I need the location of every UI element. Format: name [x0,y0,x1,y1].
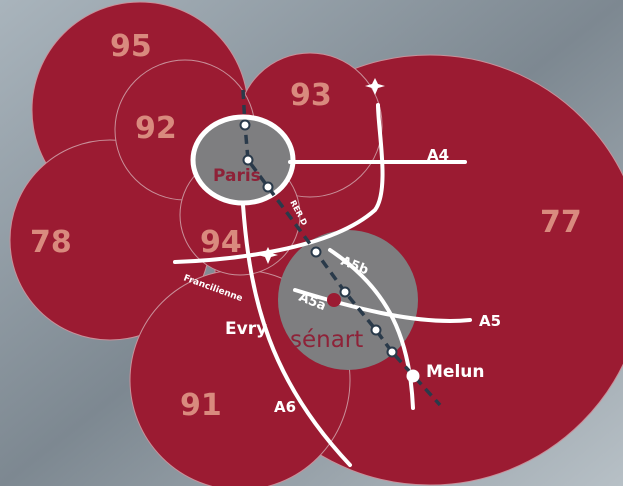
department-91-label: 91 [180,388,222,423]
airplane-icon [365,78,385,95]
department-78-label: 78 [30,225,72,260]
station [239,119,251,131]
road-a5a [293,288,472,323]
road-francilienne [173,103,385,264]
department-95-label: 95 [110,29,152,64]
melun-label: Melun [426,362,484,382]
road-a5b [328,248,415,410]
road-a6-label: A6 [274,398,296,416]
paris-label: Paris [213,166,261,186]
station [370,324,382,336]
department-92-label: 92 [135,111,177,146]
senart-label: sénart [290,327,363,353]
airplane-icon [258,247,278,264]
station [242,154,254,166]
department-94-label: 94 [200,225,242,260]
road-a6 [241,203,352,467]
station [386,346,398,358]
station [310,246,322,258]
senart-area [278,230,418,370]
station [262,181,274,193]
melun-marker [406,369,420,383]
department-93-label: 93 [290,78,332,113]
road-a4-label: A4 [427,146,449,164]
evry-label: Evry [225,319,267,339]
road-a5-label: A5 [479,312,501,330]
senart-marker [327,293,341,307]
department-77-label: 77 [540,205,582,240]
station [339,286,351,298]
